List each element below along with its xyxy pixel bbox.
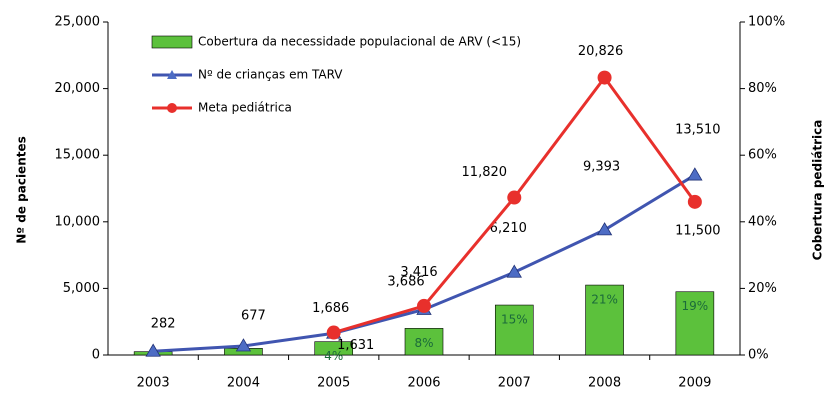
y-tick-label: 20,000	[55, 81, 101, 96]
marker	[597, 70, 612, 85]
marker	[596, 222, 613, 236]
x-tick-label: 2004	[227, 376, 260, 391]
y2-tick-label: 100%	[748, 15, 785, 30]
y-tick-label: 10,000	[55, 214, 101, 229]
bar-value-label: 15%	[501, 313, 528, 327]
marker	[687, 167, 703, 181]
y-axis-title: Nº de pacientes	[15, 136, 29, 244]
marker	[687, 194, 702, 209]
bar	[585, 284, 624, 356]
y-tick-label: 25,000	[55, 15, 101, 30]
bar-value-label: 19%	[682, 299, 709, 313]
marker	[235, 338, 252, 352]
y2-tick-label: 40%	[748, 214, 777, 229]
legend-marker	[167, 70, 177, 79]
data-label: 677	[241, 308, 266, 323]
data-label: 1,686	[312, 301, 349, 316]
y2-axis-title: Cobertura pediátrica	[811, 120, 825, 261]
y2-tick-label: 60%	[748, 148, 777, 163]
x-tick-label: 2007	[498, 376, 531, 391]
bar-value-label: 21%	[591, 293, 618, 307]
bar-value-label: 4%	[324, 349, 343, 363]
data-label: 3,416	[400, 265, 437, 280]
y2-tick-label: 0%	[748, 348, 769, 363]
marker	[507, 190, 522, 205]
bar	[675, 291, 715, 356]
bar-value-label: 8%	[414, 336, 433, 350]
data-label: 11,820	[462, 165, 508, 180]
x-tick-label: 2005	[317, 376, 350, 391]
data-label: 1,631	[337, 338, 374, 353]
y-tick-label: 0	[92, 348, 100, 363]
legend-label: Cobertura da necessidade populacional de…	[198, 35, 521, 49]
marker	[326, 325, 341, 340]
data-label: 6,210	[490, 221, 527, 236]
bar	[404, 328, 444, 356]
data-label: 11,500	[675, 223, 721, 238]
x-tick-label: 2006	[407, 376, 440, 391]
data-label: 9,393	[583, 159, 620, 174]
data-label: 13,510	[675, 123, 721, 138]
data-label: 282	[151, 317, 176, 332]
x-tick-label: 2003	[137, 376, 170, 391]
bar	[494, 304, 534, 356]
legend-label: Meta pediátrica	[198, 101, 292, 115]
legend-marker	[167, 103, 177, 113]
marker	[417, 298, 431, 313]
marker	[145, 343, 161, 357]
legend-swatch	[151, 35, 193, 49]
y2-tick-label: 80%	[748, 81, 777, 96]
y-tick-label: 15,000	[55, 148, 101, 163]
bar	[314, 341, 354, 356]
data-label: 3,686	[387, 274, 424, 289]
marker	[506, 264, 522, 278]
y2-tick-label: 20%	[748, 281, 777, 296]
y-tick-label: 5,000	[63, 281, 100, 296]
legend-label: Nº de crianças em TARV	[198, 68, 343, 82]
data-label: 20,826	[578, 44, 624, 59]
x-tick-label: 2009	[678, 376, 711, 391]
x-tick-label: 2008	[588, 376, 621, 391]
line	[333, 75, 697, 334]
